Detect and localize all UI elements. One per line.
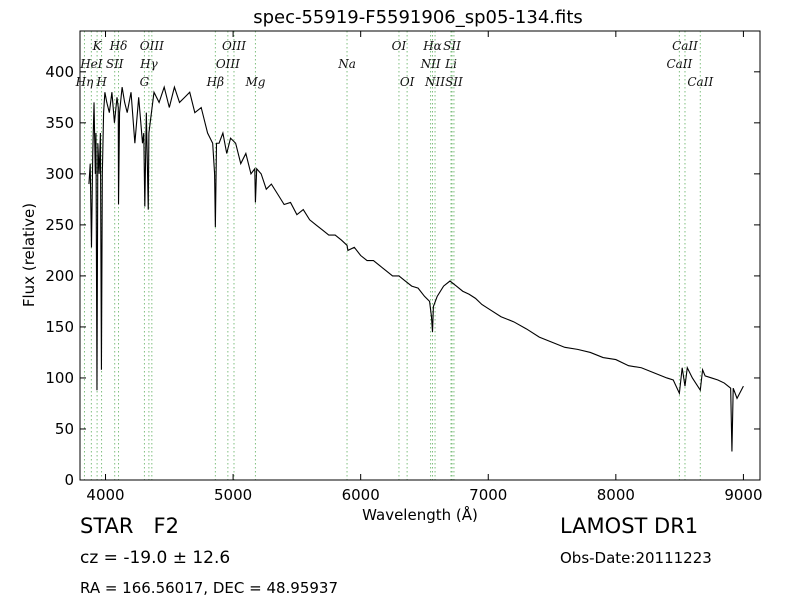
object-class: STAR F2 [80, 514, 179, 538]
line-label-13: Na [337, 57, 356, 71]
survey-label: LAMOST DR1 [560, 514, 699, 538]
line-label-2: HeI [79, 57, 103, 71]
x-tick-label: 4000 [86, 486, 124, 504]
x-axis-label: Wavelength (Å) [362, 505, 478, 524]
line-label-12: Mg [244, 75, 265, 89]
line-label-16: NII [420, 57, 441, 71]
line-label-9: Hβ [206, 75, 224, 89]
chart-title: spec-55919-F5591906_sp05-134.fits [253, 7, 583, 28]
line-label-7: Hγ [139, 57, 158, 71]
y-tick-label: 400 [45, 63, 74, 81]
line-label-17: Hα [422, 39, 442, 53]
x-tick-label: 8000 [597, 486, 635, 504]
obs-date-text: Obs-Date:20111223 [560, 549, 712, 567]
plot-frame [79, 30, 761, 481]
spectral-line-labels: Hη K HeI H SII Hδ OIII Hγ G Hβ OIII OIII Mg Na OI OI NII… [75, 39, 714, 89]
class-label: STAR [80, 514, 134, 538]
line-label-21: SII [445, 75, 463, 89]
y-tick-label: 200 [45, 267, 74, 285]
line-label-10: OIII [216, 57, 240, 71]
line-label-3: H [95, 75, 107, 89]
coordinates-text: RA = 166.56017, DEC = 48.95937 [80, 579, 339, 597]
spectrum-line [88, 85, 744, 452]
line-label-5: Hδ [109, 39, 128, 53]
subclass-label: F2 [153, 514, 179, 538]
y-tick-label: 100 [45, 369, 74, 387]
x-axis-ticks: 4000 5000 6000 7000 8000 9000 [86, 31, 763, 504]
line-label-11: OIII [222, 39, 246, 53]
y-tick-label: 150 [45, 318, 74, 336]
line-label-22: CaII [666, 57, 692, 71]
x-tick-label: 7000 [469, 486, 507, 504]
line-label-19: Li [444, 57, 457, 71]
y-tick-label: 300 [45, 165, 74, 183]
spectral-line-markers [83, 31, 701, 480]
x-tick-label: 5000 [214, 486, 252, 504]
y-axis-ticks: 0 50 100 150 200 250 300 350 400 [45, 63, 760, 489]
line-label-23: CaII [672, 39, 698, 53]
line-label-4: SII [106, 57, 124, 71]
line-label-8: G [140, 75, 150, 89]
y-tick-label: 350 [45, 114, 74, 132]
x-tick-label: 9000 [724, 486, 762, 504]
redshift-text: cz = -19.0 ± 12.6 [80, 548, 231, 568]
y-axis-label: Flux (relative) [20, 203, 38, 307]
line-label-20: SII [443, 39, 461, 53]
y-tick-label: 50 [55, 420, 74, 438]
y-tick-label: 250 [45, 216, 74, 234]
line-label-24: CaII [687, 75, 713, 89]
line-label-6: OIII [140, 39, 164, 53]
y-tick-label: 0 [64, 471, 74, 489]
line-label-14: OI [392, 39, 407, 53]
line-label-15: OI [400, 75, 415, 89]
x-tick-label: 6000 [342, 486, 380, 504]
line-label-0: Hη [75, 75, 94, 89]
line-label-1: K [92, 39, 103, 53]
line-label-18: NII [424, 75, 445, 89]
